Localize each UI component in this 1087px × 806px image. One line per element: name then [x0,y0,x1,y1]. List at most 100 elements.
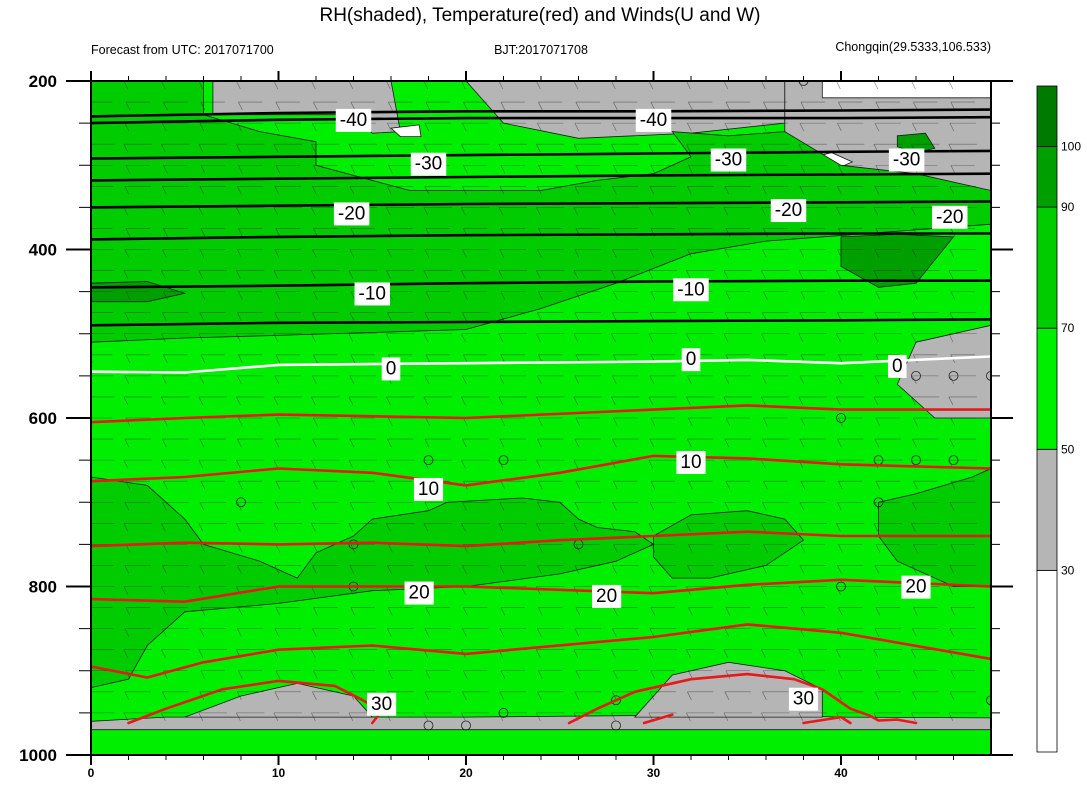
wind-barb-tick [536,270,541,279]
wind-barb-tick [236,144,241,153]
contour-label-text: -10 [677,279,704,300]
wind-barb-tick [162,691,167,700]
wind-barb-tick [350,101,356,111]
wind-barb-tick [575,670,581,679]
wind-barb-tick [875,607,881,616]
contour-label-text: 0 [686,349,697,370]
temperature-contour [91,232,991,241]
wind-barb-tick [500,607,506,616]
wind-barb-tick [873,523,879,532]
wind-barb-tick [124,565,130,574]
wind-barb-tick [723,396,729,406]
wind-barb-tick [388,481,393,490]
wind-barb-tick [650,417,656,427]
wind-barb-tick [238,670,243,679]
wind-barb-tick [874,249,880,258]
wind-barb-tick [613,165,618,174]
wind-barb-tick [198,81,204,90]
wind-barb-tick [388,544,393,553]
wind-barb-tick [650,607,656,616]
wind-barb-tick [273,333,279,342]
wind-barb-tick [499,312,505,321]
wind-barb-tick [762,438,767,448]
temperature-contour [91,172,991,182]
wind-barb-tick [312,438,317,448]
wind-barb-tick [836,649,841,658]
wind-barb-tick [462,375,467,385]
wind-barb-tick [611,207,616,216]
contour-label-background [673,278,709,302]
calm-wind-circle [498,707,509,718]
calm-wind-circle [986,695,991,706]
contour-label-background [335,108,372,132]
wind-barb-tick [161,270,166,279]
wind-barb-tick [424,375,430,385]
wind-barb-tick [538,101,543,111]
wind-barb-tick [200,670,206,679]
wind-barb-tick [798,523,804,532]
wind-barb-tick [836,396,841,406]
x-tick-label: 0 [88,766,95,780]
wind-barb-tick [463,354,468,363]
wind-barb-tick [838,544,843,553]
wind-barb-tick [724,691,730,700]
contour-label-text: -30 [893,150,920,171]
wind-barb-tick [200,165,206,174]
wind-barb-tick [873,333,879,342]
wind-barb-tick [499,186,505,195]
wind-barb-tick [725,544,731,553]
wind-barb-tick [274,565,280,574]
wind-barb-tick [875,481,881,490]
contour-label: 0 [681,348,701,372]
wind-barb-tick [274,375,280,385]
wind-barb-tick [949,502,955,511]
wind-barb-tick [648,333,654,342]
contour-label: -40 [635,108,672,132]
wind-barb-tick [912,502,917,511]
wind-barb-tick [798,396,804,406]
wind-barb-tick [387,502,392,511]
wind-barb-tick [238,607,243,616]
wind-barb-tick [311,81,316,90]
wind-barb-tick [912,438,917,448]
wind-barb-tick [236,459,241,469]
wind-barb-tick [123,712,129,722]
wind-barb-tick [123,333,129,342]
wind-barb-tick [574,438,580,448]
wind-barb-tick [536,396,541,406]
wind-barb-tick [198,270,204,279]
wind-barb-tick [124,249,130,258]
x-tick-label: 30 [647,766,661,780]
temperature-contour [91,149,991,160]
wind-barb-tick [313,670,318,679]
wind-barb-tick [161,144,166,153]
wind-barb-tick [350,481,356,490]
wind-barb-tick [649,502,655,511]
wind-barb-tick [463,417,468,427]
wind-barb-tick [648,459,654,469]
contour-label-text: 30 [371,694,392,715]
colorbar-box [1036,448,1058,571]
wind-barb-tick [838,607,843,616]
wind-barb-tick [163,481,168,490]
wind-barb-tick [198,144,204,153]
wind-barb-tick [198,712,204,722]
wind-barb-tick [238,165,243,174]
contour-label-background [710,148,747,172]
wind-barb-tick [949,628,955,637]
calm-wind-circle [236,497,246,508]
wind-barb-tick [912,249,917,258]
wind-barb-tick [911,649,916,658]
wind-barb-tick [500,165,506,174]
wind-barb-tick [873,81,879,90]
calm-wind-circle [873,497,884,508]
wind-barb-tick [836,81,841,90]
wind-barb-tick [875,670,881,679]
calm-wind-circle [911,455,921,466]
wind-barb-tick [575,101,581,111]
wind-barb-tick [611,333,616,342]
wind-barb-tick [274,502,280,511]
wind-barb-tick [949,186,955,195]
wind-barb-tick [462,691,467,700]
wind-barb-tick [612,565,617,574]
